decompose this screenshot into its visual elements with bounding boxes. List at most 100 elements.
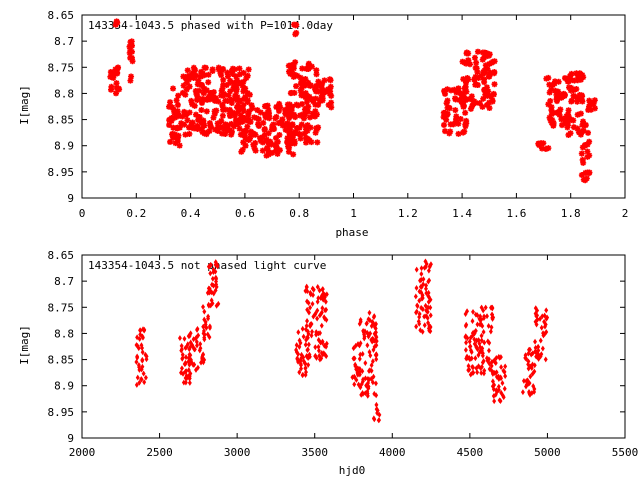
- data-point: [244, 123, 251, 130]
- data-point: [286, 129, 293, 136]
- data-point: [202, 316, 207, 323]
- data-point: [251, 114, 258, 121]
- data-point: [265, 151, 272, 158]
- data-point: [211, 269, 216, 276]
- unphased-chart-title: 143354-1043.5 not phased light curve: [88, 259, 326, 272]
- data-point: [370, 379, 375, 386]
- data-point: [498, 354, 503, 361]
- data-point: [374, 401, 379, 408]
- data-point: [302, 76, 309, 83]
- data-point: [274, 150, 281, 157]
- data-point: [294, 342, 299, 349]
- data-point: [307, 309, 311, 316]
- data-point: [543, 356, 548, 363]
- x-tick-label: 1: [350, 207, 357, 220]
- data-point: [233, 120, 240, 127]
- data-point: [369, 362, 374, 369]
- data-point: [300, 325, 305, 332]
- data-point: [314, 126, 321, 133]
- y-tick-label: 9: [67, 192, 74, 205]
- data-point: [240, 78, 247, 85]
- data-point: [491, 58, 498, 65]
- data-point: [225, 92, 232, 99]
- data-point: [414, 285, 419, 291]
- data-point: [296, 351, 301, 357]
- data-point: [578, 92, 585, 99]
- data-point: [556, 111, 563, 118]
- data-point: [487, 347, 491, 354]
- data-point: [570, 117, 577, 124]
- unphased-light-curve-panel: 143354-1043.5 not phased light curve hjd…: [18, 249, 638, 477]
- data-point: [194, 97, 201, 104]
- data-point: [286, 136, 293, 143]
- data-point: [365, 383, 370, 390]
- data-point: [490, 316, 495, 322]
- data-point: [360, 368, 365, 375]
- data-point: [316, 295, 321, 302]
- data-point: [417, 311, 422, 317]
- data-point: [481, 76, 488, 83]
- data-point: [468, 347, 473, 354]
- data-point: [480, 95, 487, 102]
- data-point: [205, 93, 212, 100]
- data-point: [192, 88, 199, 95]
- data-point: [140, 334, 145, 341]
- data-point: [308, 289, 313, 296]
- data-point: [293, 29, 300, 36]
- data-point: [535, 354, 540, 360]
- data-point: [291, 111, 298, 118]
- data-point: [288, 62, 295, 69]
- data-point: [488, 328, 493, 335]
- data-point: [471, 308, 475, 315]
- data-point: [460, 90, 467, 97]
- data-point: [285, 148, 292, 155]
- data-point: [295, 102, 302, 109]
- data-point: [580, 128, 587, 135]
- data-point: [320, 305, 325, 312]
- data-point: [284, 139, 291, 146]
- data-point: [187, 351, 192, 358]
- data-point: [591, 97, 598, 104]
- data-point: [185, 76, 192, 83]
- data-point: [523, 352, 528, 359]
- data-point: [319, 309, 324, 316]
- data-point: [181, 121, 188, 128]
- y-tick-label: 8.65: [48, 249, 75, 262]
- data-point: [535, 312, 540, 319]
- data-point: [463, 96, 470, 103]
- data-point: [214, 281, 219, 288]
- data-point: [169, 131, 176, 138]
- data-point: [236, 125, 243, 132]
- data-point: [191, 336, 196, 343]
- data-point: [237, 104, 244, 111]
- data-point: [464, 75, 471, 82]
- data-point: [255, 123, 262, 130]
- data-point: [468, 93, 475, 100]
- data-point: [367, 376, 372, 383]
- data-point: [466, 363, 471, 369]
- x-tick-label: 0.8: [289, 207, 309, 220]
- data-point: [228, 68, 235, 75]
- x-tick-label: 1.8: [561, 207, 581, 220]
- data-point: [299, 77, 306, 84]
- x-tick-label: 0: [79, 207, 86, 220]
- data-point: [546, 81, 553, 88]
- data-point: [247, 131, 254, 138]
- data-point: [480, 352, 485, 359]
- data-point: [578, 150, 585, 157]
- y-tick-label: 9: [67, 432, 74, 445]
- data-point: [422, 264, 427, 271]
- data-point: [548, 86, 555, 93]
- data-point: [204, 324, 209, 331]
- data-point: [539, 351, 544, 358]
- data-point: [485, 357, 490, 364]
- data-point: [480, 359, 485, 366]
- data-point: [319, 91, 326, 98]
- data-point: [297, 337, 302, 344]
- data-point: [374, 406, 379, 413]
- data-point: [177, 335, 182, 342]
- data-point: [186, 367, 191, 374]
- data-point: [373, 380, 378, 387]
- data-point: [414, 323, 419, 330]
